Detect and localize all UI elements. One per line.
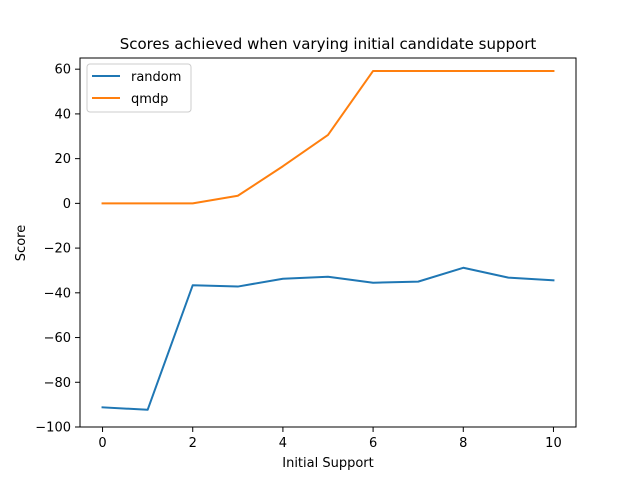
x-axis-label: Initial Support bbox=[282, 456, 374, 471]
y-tick-label: 20 bbox=[54, 152, 71, 167]
legend: random qmdp bbox=[86, 63, 192, 113]
y-tick-label: 0 bbox=[63, 197, 71, 212]
legend-label-random: random bbox=[131, 70, 181, 85]
y-tick-label: −60 bbox=[44, 331, 71, 346]
y-tick-label: 40 bbox=[54, 107, 71, 122]
series-line-random bbox=[101, 266, 555, 411]
x-tick-label: 2 bbox=[189, 436, 197, 451]
x-tick-label: 0 bbox=[98, 436, 106, 451]
x-tick-label: 10 bbox=[545, 436, 562, 451]
y-axis-label: Score bbox=[14, 225, 29, 261]
y-tick-label: 60 bbox=[54, 63, 71, 78]
x-tick-label: 8 bbox=[459, 436, 467, 451]
series-line-qmdp bbox=[101, 69, 555, 205]
plot-frame bbox=[79, 57, 577, 428]
y-tick-label: −80 bbox=[44, 376, 71, 391]
x-tick-label: 4 bbox=[279, 436, 287, 451]
series-layer bbox=[101, 69, 555, 411]
legend-label-qmdp: qmdp bbox=[131, 92, 168, 107]
y-tick-label: −20 bbox=[44, 242, 71, 257]
y-tick-label: −100 bbox=[35, 421, 71, 436]
axes-layer: 0 2 4 6 8 10 −100 −80 −60 −40 −20 0 20 40 60 bbox=[35, 57, 577, 451]
y-tick-label: −40 bbox=[44, 286, 71, 301]
x-tick-label: 6 bbox=[369, 436, 377, 451]
chart-title: Scores achieved when varying initial can… bbox=[120, 35, 537, 53]
